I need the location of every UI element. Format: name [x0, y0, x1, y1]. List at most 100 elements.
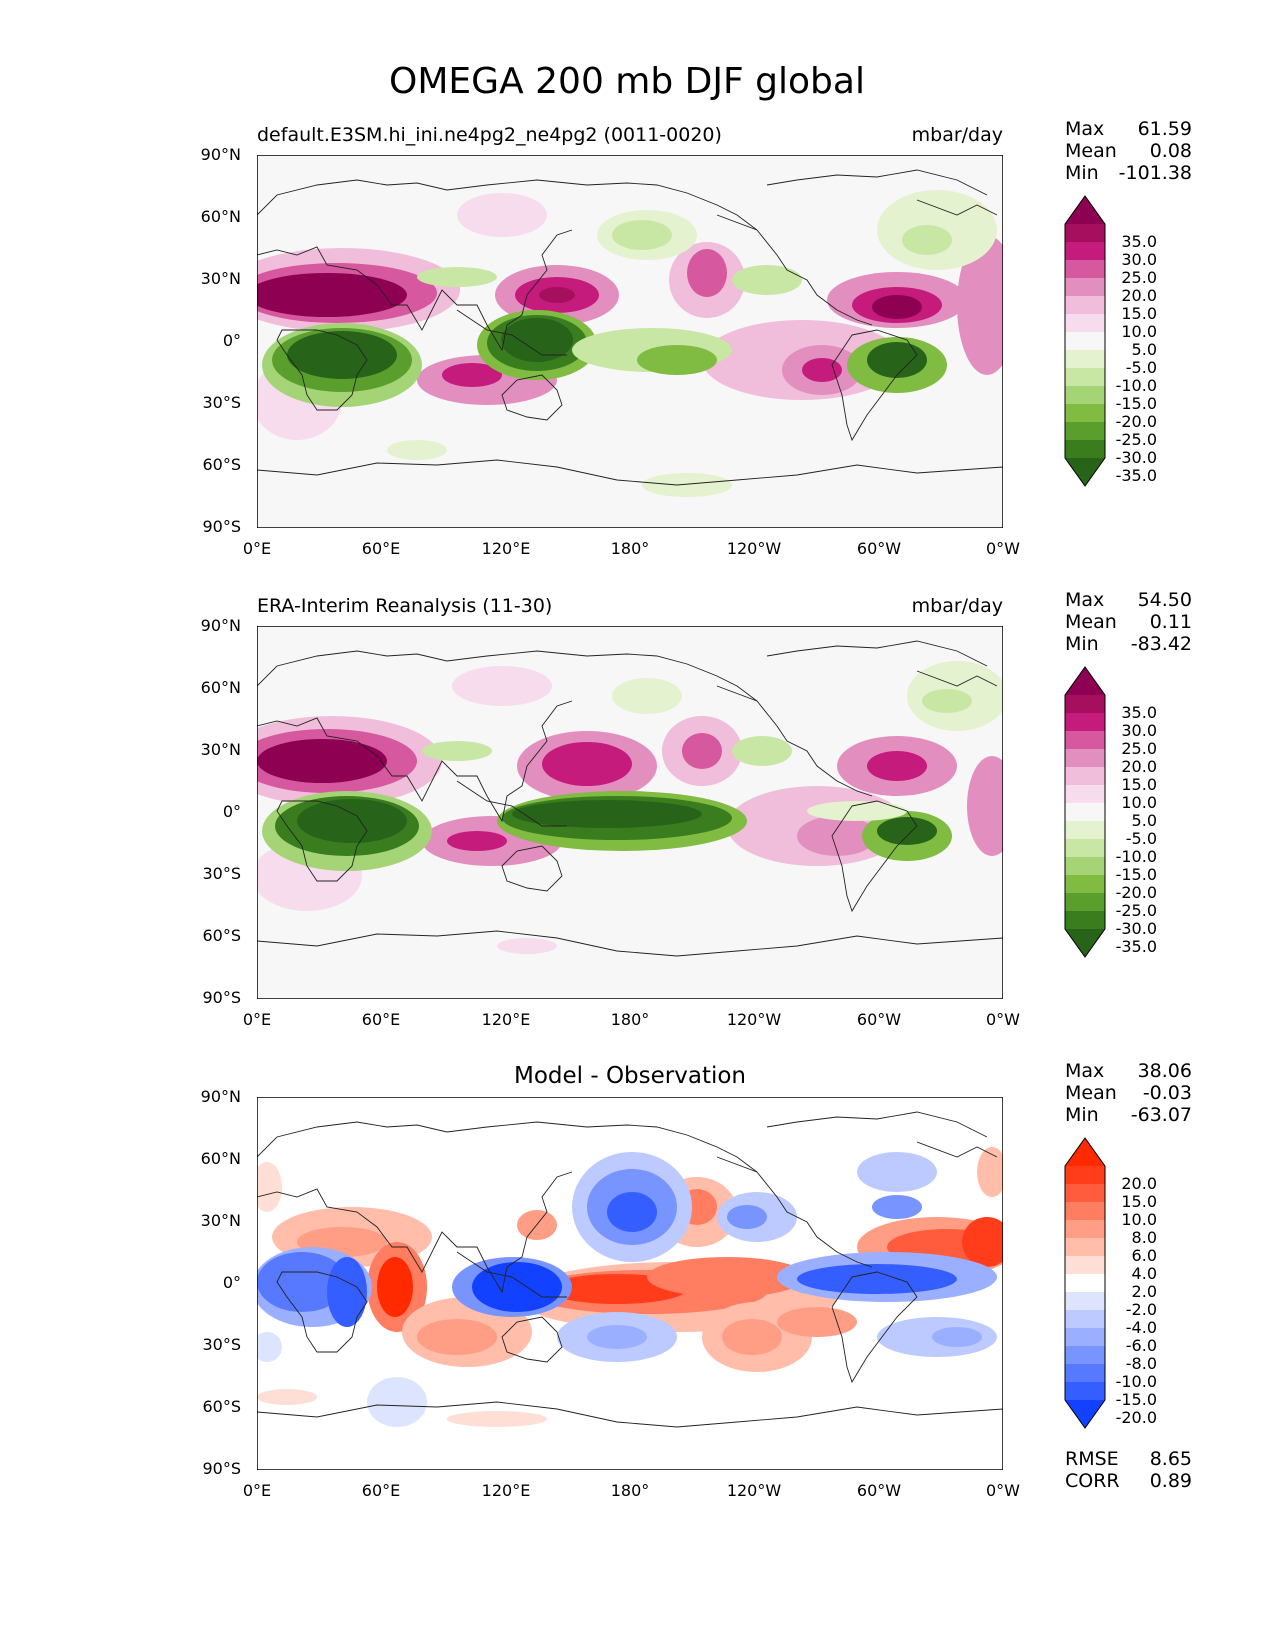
lon-ticks: 0°E 60°E 120°E 180° 120°W 60°W 0°W	[243, 1010, 1020, 1029]
svg-text:Min: Min	[1065, 162, 1099, 184]
colorbar-tick-label: -10.0	[1116, 1372, 1157, 1391]
svg-text:61.59: 61.59	[1138, 118, 1192, 140]
svg-text:60°N: 60°N	[201, 678, 241, 697]
colorbar-swatch	[1065, 893, 1105, 912]
stats-footer: RMSE 8.65 CORR 0.89	[1065, 1448, 1192, 1492]
colorbar-swatch	[1065, 839, 1105, 858]
colorbar-tick-label: 15.0	[1121, 1192, 1157, 1211]
coastlines	[257, 640, 1003, 957]
svg-text:Min: Min	[1065, 1104, 1099, 1126]
colorbar-tick-label: 35.0	[1121, 232, 1157, 251]
colorbar-swatch	[1065, 713, 1105, 732]
panel-units: mbar/day	[912, 124, 1003, 146]
colorbar-swatch	[1065, 1256, 1105, 1275]
svg-text:120°E: 120°E	[482, 1481, 531, 1500]
coastlines	[257, 1111, 1003, 1428]
colorbar-tick-label: 30.0	[1121, 721, 1157, 740]
stats-model: Max 61.59 Mean 0.08 Min -101.38	[1065, 118, 1192, 184]
svg-text:90°N: 90°N	[201, 1087, 241, 1106]
colorbar-tick-label: 10.0	[1121, 322, 1157, 341]
colorbar-tick-label: -25.0	[1116, 901, 1157, 920]
positive-anomalies	[257, 1147, 1003, 1427]
colorbar-swatch	[1065, 1292, 1105, 1311]
colorbar-tick-label: -30.0	[1116, 919, 1157, 938]
svg-text:30°S: 30°S	[202, 864, 241, 883]
svg-text:Max: Max	[1065, 589, 1104, 611]
colorbar-tick-label: -20.0	[1116, 1408, 1157, 1427]
colorbar-tick-label: 8.0	[1132, 1228, 1157, 1247]
colorbar-swatch	[1065, 260, 1105, 279]
colorbar-tick-label: -10.0	[1116, 376, 1157, 395]
svg-text:60°E: 60°E	[362, 539, 400, 558]
svg-text:120°W: 120°W	[727, 1481, 782, 1500]
svg-text:120°E: 120°E	[482, 539, 531, 558]
svg-text:CORR: CORR	[1065, 1470, 1120, 1492]
panel-left-title: default.E3SM.hi_ini.ne4pg2_ne4pg2 (0011-…	[257, 124, 722, 146]
colorbar-swatch	[1065, 911, 1105, 930]
svg-text:0°W: 0°W	[986, 539, 1020, 558]
colorbar-tick-label: 25.0	[1121, 739, 1157, 758]
svg-text:30°S: 30°S	[202, 393, 241, 412]
colorbar-swatch	[1065, 242, 1105, 261]
svg-text:38.06: 38.06	[1138, 1060, 1192, 1082]
stats-diff: Max 38.06 Mean -0.03 Min -63.07	[1065, 1060, 1192, 1126]
svg-text:60°W: 60°W	[857, 1481, 901, 1500]
stats-obs: Max 54.50 Mean 0.11 Min -83.42	[1065, 589, 1192, 655]
colorbar-tick-label: -2.0	[1126, 1300, 1157, 1319]
negative-anomalies	[262, 190, 997, 497]
svg-text:120°E: 120°E	[482, 1010, 531, 1029]
svg-text:60°N: 60°N	[201, 1149, 241, 1168]
colorbar-swatch	[1065, 695, 1105, 714]
colorbar-tick-label: 15.0	[1121, 304, 1157, 323]
svg-text:0.08: 0.08	[1150, 140, 1192, 162]
colorbar-swatch	[1065, 1310, 1105, 1329]
colorbar-tick-label: 5.0	[1132, 811, 1157, 830]
colorbar-swatch	[1065, 731, 1105, 750]
colorbar-swatch	[1065, 224, 1105, 243]
colorbar-extend-top	[1065, 667, 1105, 695]
colorbar-swatch	[1065, 1382, 1105, 1401]
svg-text:30°N: 30°N	[201, 740, 241, 759]
colorbar-swatch	[1065, 1184, 1105, 1203]
svg-text:60°E: 60°E	[362, 1010, 400, 1029]
colorbar-swatch	[1065, 332, 1105, 351]
lat-ticks: 90°N 60°N 30°N 0° 30°S 60°S 90°S	[201, 1087, 241, 1478]
svg-text:60°N: 60°N	[201, 207, 241, 226]
negative-anomalies	[262, 661, 1003, 871]
svg-text:60°E: 60°E	[362, 1481, 400, 1500]
colorbar-swatch	[1065, 749, 1105, 768]
panel-diff: Model - Observation	[201, 1060, 1192, 1500]
colorbar-tick-label: 20.0	[1121, 286, 1157, 305]
svg-text:Min: Min	[1065, 633, 1099, 655]
colorbar-tick-label: 25.0	[1121, 268, 1157, 287]
colorbar-swatch	[1065, 875, 1105, 894]
svg-text:0°: 0°	[223, 331, 241, 350]
colorbar-tick-label: 20.0	[1121, 1174, 1157, 1193]
lat-ticks: 90°N 60°N 30°N 0° 30°S 60°S 90°S	[201, 616, 241, 1007]
colorbar-model: 35.030.025.020.015.010.05.0-5.0-10.0-15.…	[1064, 195, 1157, 487]
svg-text:90°S: 90°S	[202, 517, 241, 536]
colorbar-tick-label: 10.0	[1121, 793, 1157, 812]
colorbar-tick-label: -4.0	[1126, 1318, 1157, 1337]
colorbar-extend-top	[1065, 1138, 1105, 1166]
colorbar-tick-label: -20.0	[1116, 883, 1157, 902]
svg-text:-0.03: -0.03	[1143, 1082, 1192, 1104]
colorbar-tick-label: 35.0	[1121, 703, 1157, 722]
colorbar-swatch	[1065, 386, 1105, 405]
colorbar-outline	[1064, 1137, 1106, 1429]
map-model	[257, 155, 1003, 528]
svg-text:30°N: 30°N	[201, 1211, 241, 1230]
svg-text:120°W: 120°W	[727, 539, 782, 558]
lon-ticks: 0°E 60°E 120°E 180° 120°W 60°W 0°W	[243, 1481, 1020, 1500]
colorbar-swatch	[1065, 785, 1105, 804]
svg-text:Mean: Mean	[1065, 140, 1117, 162]
colorbar-tick-label: -25.0	[1116, 430, 1157, 449]
colorbar-tick-label: -5.0	[1126, 829, 1157, 848]
colorbar-swatch	[1065, 314, 1105, 333]
colorbar-obs: 35.030.025.020.015.010.05.0-5.0-10.0-15.…	[1064, 666, 1157, 958]
svg-text:Mean: Mean	[1065, 611, 1117, 633]
svg-text:0°W: 0°W	[986, 1481, 1020, 1500]
colorbar-outline	[1064, 666, 1106, 958]
svg-text:-63.07: -63.07	[1131, 1104, 1192, 1126]
